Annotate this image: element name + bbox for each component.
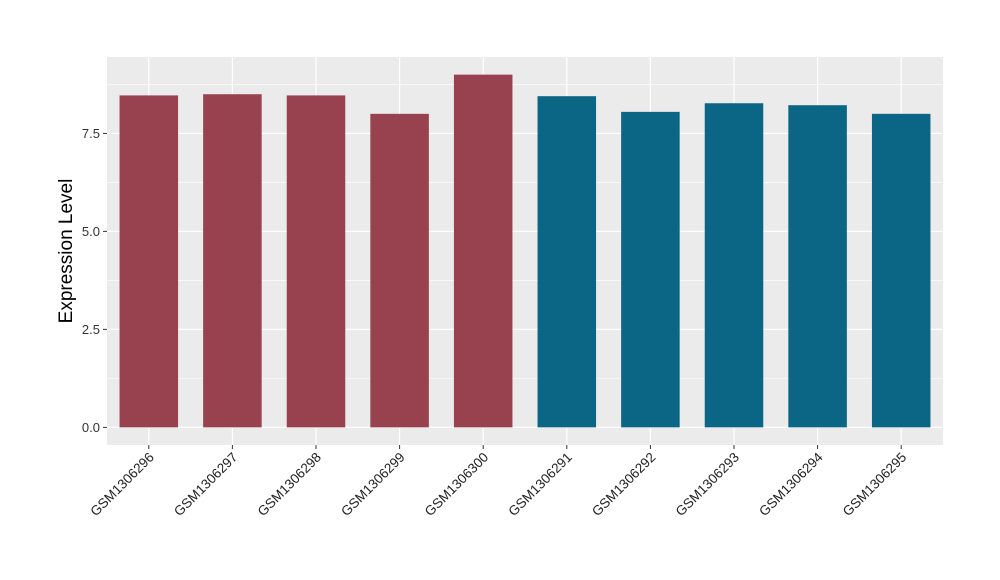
x-tick-label: GSM1306292 (589, 450, 659, 520)
x-tick-label: GSM1306296 (87, 450, 157, 520)
bar-GSM1306298 (286, 95, 346, 428)
y-tick-label: 0.0 (82, 420, 100, 435)
bar-GSM1306292 (621, 111, 680, 428)
bar-GSM1306295 (871, 113, 931, 428)
x-tick-label: GSM1306295 (840, 450, 910, 520)
y-tick-label: 5.0 (82, 224, 100, 239)
x-tick-label: GSM1306300 (422, 450, 492, 520)
x-tick-label: GSM1306297 (171, 450, 241, 520)
bar-GSM1306294 (788, 105, 847, 428)
bars (119, 74, 931, 428)
x-tick-label: GSM1306293 (673, 450, 743, 520)
bar-GSM1306300 (453, 74, 513, 428)
x-axis: GSM1306296 GSM1306297 GSM1306298 GSM1306299… (87, 445, 909, 519)
x-tick-label: GSM1306299 (338, 450, 408, 520)
y-axis: 0.0 2.5 5.0 7.5 (82, 126, 107, 435)
y-axis-title: Expression Level (56, 179, 77, 324)
bar-GSM1306299 (370, 113, 429, 428)
y-tick-label: 2.5 (82, 322, 100, 337)
y-tick-label: 7.5 (82, 126, 100, 141)
bar-GSM1306296 (119, 95, 179, 428)
x-tick-label: GSM1306298 (255, 450, 325, 520)
x-tick-label: GSM1306291 (505, 450, 575, 520)
bar-GSM1306297 (203, 94, 262, 428)
x-tick-label: GSM1306294 (756, 449, 826, 519)
bar-GSM1306291 (537, 96, 597, 428)
bar-GSM1306293 (704, 103, 764, 428)
